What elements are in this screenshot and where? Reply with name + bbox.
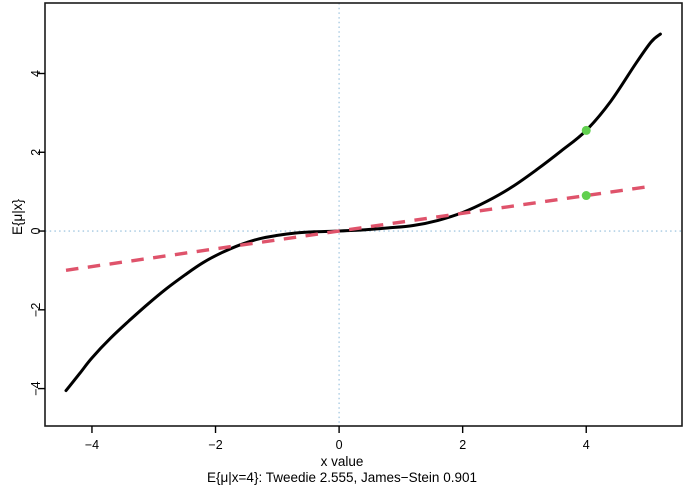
x-tick-label: 2 <box>459 438 466 452</box>
james-stein-line <box>65 184 654 272</box>
y-axis-label: E{μ|x} <box>10 198 25 235</box>
y-tick-label: −2 <box>29 303 43 317</box>
caption: E{μ|x=4}: Tweedie 2.555, James−Stein 0.9… <box>207 470 477 485</box>
x-tick-label: −2 <box>208 438 222 452</box>
x-axis-label: x value <box>321 454 364 469</box>
x-tick-label: −4 <box>85 438 99 452</box>
y-tick-label: 2 <box>29 149 43 156</box>
plot-border <box>44 2 683 427</box>
y-tick-label: −4 <box>29 381 43 395</box>
y-tick-label: 4 <box>29 70 43 77</box>
x-tick-label: 4 <box>583 438 590 452</box>
y-axis-ticks: −4 −2 0 2 4 <box>29 70 45 396</box>
tweedie-curve <box>64 32 662 393</box>
james-stein-point-marker <box>581 191 591 201</box>
y-tick-label: 0 <box>29 228 43 235</box>
x-tick-label: 0 <box>336 438 343 452</box>
x-axis-ticks: −4 −2 0 2 4 <box>85 426 590 452</box>
tweedie-point-marker <box>581 125 591 135</box>
